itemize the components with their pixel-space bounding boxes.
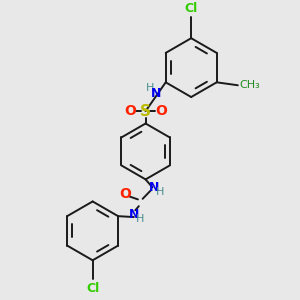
- Text: Cl: Cl: [184, 2, 198, 15]
- Text: H: H: [136, 214, 145, 224]
- Text: H: H: [156, 187, 164, 197]
- Text: CH₃: CH₃: [239, 80, 260, 90]
- Text: N: N: [151, 87, 161, 100]
- Text: O: O: [124, 104, 136, 118]
- Text: N: N: [148, 181, 159, 194]
- Text: N: N: [129, 208, 139, 220]
- Text: Cl: Cl: [86, 282, 99, 295]
- Text: H: H: [146, 83, 154, 94]
- Text: O: O: [119, 187, 131, 201]
- Text: S: S: [140, 103, 151, 118]
- Text: O: O: [155, 104, 167, 118]
